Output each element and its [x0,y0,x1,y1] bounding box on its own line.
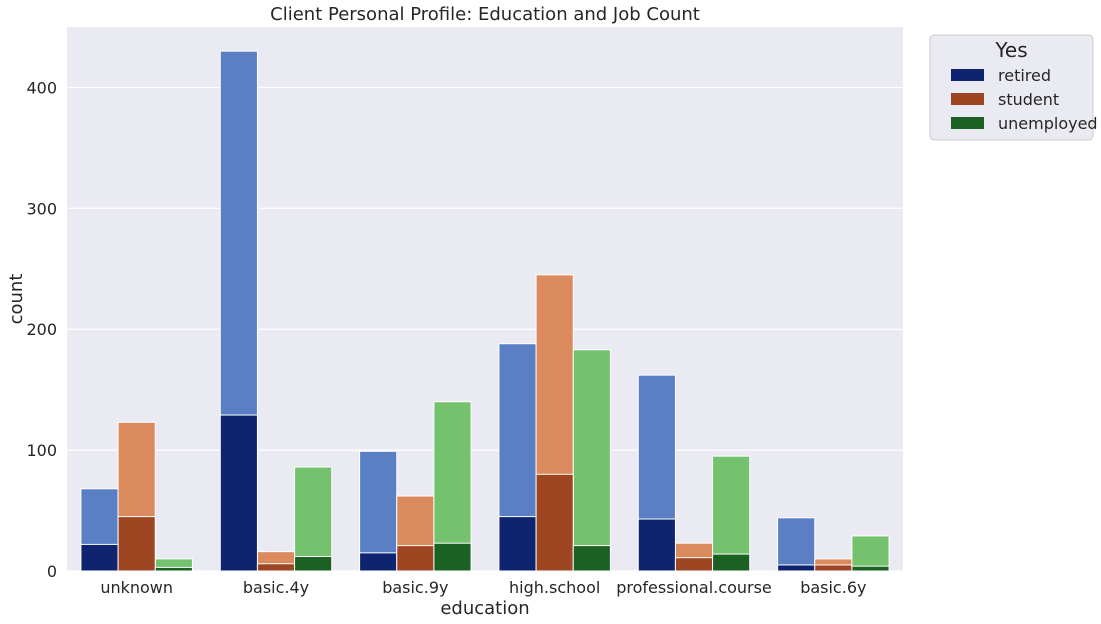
legend-label-unemployed: unemployed [998,114,1098,133]
y-tick-label: 100 [26,441,57,460]
legend: Yes retired student unemployed [929,34,1098,141]
x-tick-labels: unknown basic.4y basic.9y high.school profes… [100,578,866,597]
bar-total-unemployed [294,466,333,572]
legend-box [929,34,1094,141]
y-tick-labels: 0 100 200 300 400 [26,78,57,581]
x-axis-label: education [440,598,529,619]
bar-yes-unemployed [712,553,751,572]
x-tick-label: basic.4y [243,578,309,597]
bar-yes-student [396,545,435,572]
bar-yes-retired [80,543,119,572]
legend-swatch-unemployed [951,117,984,129]
bar-yes-student [674,557,714,572]
bar-yes-unemployed [294,555,333,572]
bar-total-retired [359,450,398,572]
legend-label-retired: retired [998,66,1051,85]
y-tick-label: 0 [47,562,57,581]
y-axis-label: count [6,274,27,325]
bar-yes-unemployed [433,542,472,572]
x-tick-label: basic.9y [382,578,448,597]
x-tick-label: high.school [509,578,600,597]
legend-title: Yes [994,38,1027,62]
bar-yes-student [256,563,296,572]
bar-yes-retired [777,564,816,572]
bars [80,50,890,572]
bar-total-retired [777,517,816,572]
plot-background [67,27,903,571]
bar-yes-retired [219,414,258,572]
x-tick-label: basic.6y [800,578,866,597]
bar-yes-unemployed [851,565,890,572]
bar-yes-student [814,564,853,572]
bar-yes-student [117,516,156,572]
legend-label-student: student [998,90,1059,109]
bar-yes-unemployed [572,545,611,572]
chart-title: Client Personal Profile: Education and J… [270,4,700,25]
y-tick-label: 400 [26,78,57,97]
legend-swatch-retired [951,69,984,81]
y-tick-label: 200 [26,320,57,339]
bar-yes-unemployed [154,566,193,572]
bar-yes-student [535,473,574,572]
bar-total-unemployed [851,535,890,572]
bar-yes-retired [637,518,676,572]
grid-lines [67,86,903,572]
legend-swatch-student [951,93,984,105]
x-tick-label: unknown [100,578,173,597]
bar-total-unemployed [572,349,611,572]
bar-yes-retired [498,516,537,572]
bar-yes-retired [359,552,398,572]
y-tick-label: 300 [26,199,57,218]
x-tick-label: professional.course [616,578,772,597]
